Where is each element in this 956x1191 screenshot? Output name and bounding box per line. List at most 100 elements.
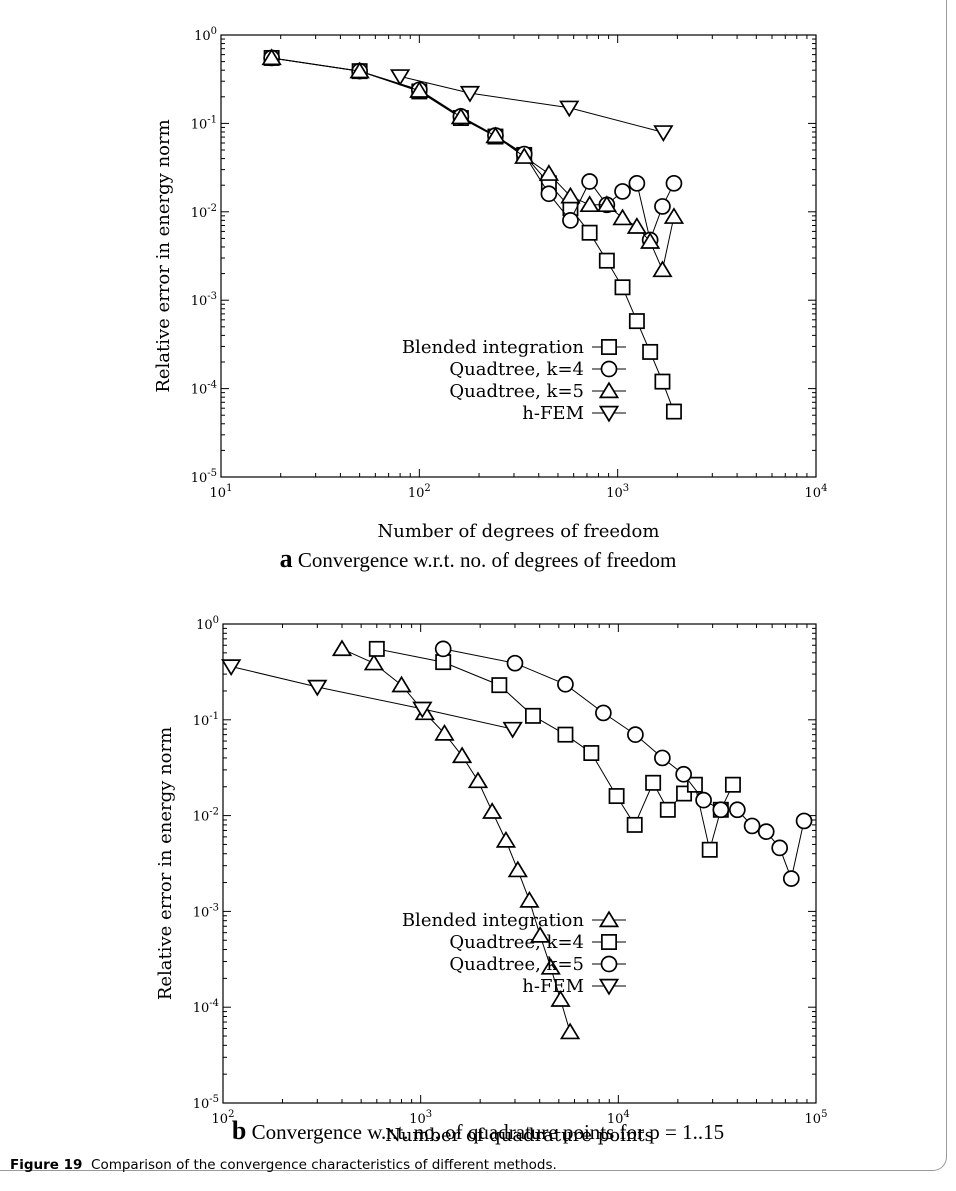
panel-b-caption: b Convergence w.r.t. no. of quadrature p… <box>0 1116 956 1146</box>
legend-label: Quadtree, k=4 <box>449 359 584 380</box>
data-point <box>558 728 572 742</box>
data-point <box>730 802 745 817</box>
y-tick-label: 10-1 <box>193 711 219 729</box>
data-point <box>558 677 573 692</box>
data-point <box>615 280 629 294</box>
data-point <box>561 101 578 115</box>
x-tick-label: 103 <box>606 483 629 501</box>
series-line <box>377 649 733 850</box>
legend-marker <box>602 935 616 949</box>
data-point <box>526 709 540 723</box>
data-point <box>484 804 501 818</box>
data-point <box>582 174 597 189</box>
data-point <box>509 862 526 876</box>
panel-b-caption-text: Convergence w.r.t. no. of quadrature poi… <box>252 1120 725 1144</box>
panel-b-letter: b <box>232 1116 246 1145</box>
legend-label: Quadtree, k=5 <box>449 954 584 975</box>
y-tick-label: 10-4 <box>193 998 219 1016</box>
figure-caption: Figure 19 Comparison of the convergence … <box>10 1157 557 1173</box>
figure-label: Figure 19 <box>10 1157 82 1173</box>
data-point <box>759 824 774 839</box>
data-point <box>654 262 671 276</box>
data-point <box>797 813 812 828</box>
legend-marker <box>600 980 617 994</box>
data-point <box>333 641 350 655</box>
panel-a-caption-text: Convergence w.r.t. no. of degrees of fre… <box>298 548 676 572</box>
y-tick-label: 10-2 <box>193 807 219 825</box>
series-2 <box>263 50 683 276</box>
figure-caption-text: Comparison of the convergence characteri… <box>91 1157 557 1173</box>
x-tick-label: 101 <box>210 483 233 501</box>
data-point <box>581 197 598 211</box>
data-point <box>713 802 728 817</box>
data-point <box>784 871 799 886</box>
data-point <box>667 404 681 418</box>
data-point <box>497 833 514 847</box>
legend-marker <box>602 362 617 377</box>
chart-b: 102 103 104 10510-510-410-310-210-1100Numbe… <box>0 590 956 1150</box>
data-point <box>772 840 787 855</box>
y-tick-label: 10-3 <box>191 291 217 309</box>
legend-marker <box>602 957 617 972</box>
data-point <box>492 678 506 692</box>
data-point <box>469 773 486 787</box>
data-point <box>643 345 657 359</box>
data-point <box>393 677 410 691</box>
x-axis-label: Number of degrees of freedom <box>378 521 660 542</box>
data-point <box>629 176 644 191</box>
y-axis-label: Relative error in energy norm <box>155 727 176 1000</box>
data-point <box>646 776 660 790</box>
data-point <box>453 748 470 762</box>
series-1 <box>370 642 740 857</box>
data-point <box>540 166 557 180</box>
y-tick-label: 10-3 <box>193 902 219 920</box>
series-line <box>272 58 674 240</box>
data-point <box>309 681 326 695</box>
data-point <box>703 843 717 857</box>
data-point <box>507 656 522 671</box>
data-point <box>628 727 643 742</box>
series-3 <box>223 660 522 737</box>
legend-marker <box>600 912 617 926</box>
data-point <box>696 793 711 808</box>
panel-a-caption: a Convergence w.r.t. no. of degrees of f… <box>0 544 956 574</box>
data-point <box>504 723 521 737</box>
data-point <box>666 176 681 191</box>
x-tick-label: 104 <box>805 483 828 501</box>
data-point <box>655 126 672 140</box>
x-tick-label: 102 <box>408 483 431 501</box>
data-point <box>600 254 614 268</box>
data-point <box>563 213 578 228</box>
data-point <box>582 226 596 240</box>
data-point <box>596 705 611 720</box>
data-point <box>370 642 384 656</box>
data-point <box>541 186 556 201</box>
legend-label: h-FEM <box>522 403 584 424</box>
legend-label: Quadtree, k=4 <box>449 932 584 953</box>
data-point <box>661 803 675 817</box>
y-tick-label: 10-2 <box>191 203 217 221</box>
y-tick-label: 10-4 <box>191 380 217 398</box>
series-line <box>231 667 513 730</box>
data-point <box>655 199 670 214</box>
y-tick-label: 10-5 <box>193 1094 219 1112</box>
data-point <box>726 778 740 792</box>
chart-a: 101 102 103 104 10-5 10-4 10-3 10-2 10-1 100 Numbe… <box>0 0 956 560</box>
data-point <box>521 893 538 907</box>
y-tick-label: 10-5 <box>191 468 217 486</box>
data-point <box>745 818 760 833</box>
data-point <box>628 219 645 233</box>
data-point <box>676 767 691 782</box>
series-3 <box>391 70 672 140</box>
y-tick-label: 100 <box>196 615 219 633</box>
legend-label: Blended integration <box>402 337 585 358</box>
data-point <box>436 641 451 656</box>
data-point <box>615 184 630 199</box>
y-tick-label: 10-1 <box>191 114 217 132</box>
data-point <box>561 1024 578 1038</box>
data-point <box>630 314 644 328</box>
panel-a-letter: a <box>280 544 293 573</box>
y-tick-label: 100 <box>194 26 217 44</box>
data-point <box>365 655 382 669</box>
legend-label: Quadtree, k=5 <box>449 381 584 402</box>
